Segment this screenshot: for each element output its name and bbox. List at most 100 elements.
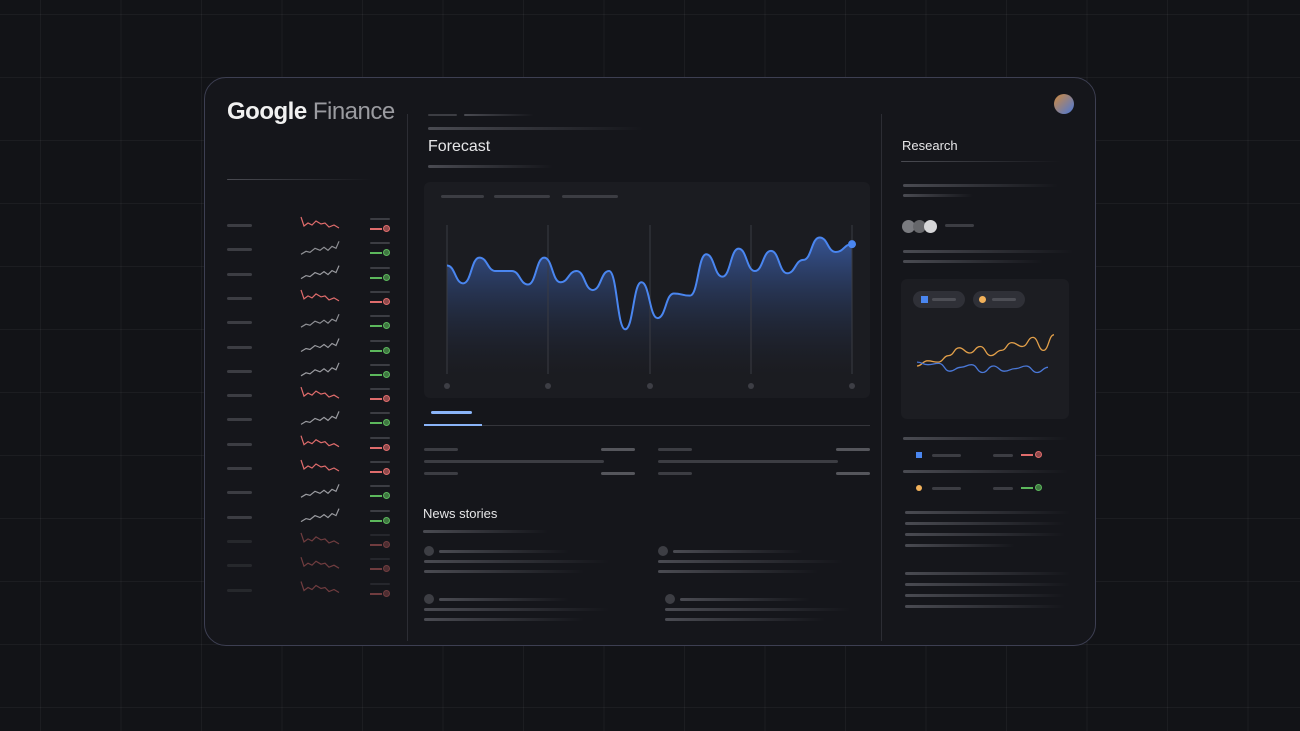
news-headline bbox=[424, 608, 609, 611]
stat-value bbox=[836, 472, 870, 475]
sidebar-divider bbox=[227, 179, 372, 180]
stat-value bbox=[601, 472, 635, 475]
change-bar bbox=[370, 228, 382, 230]
source-icon bbox=[658, 546, 668, 556]
stat-label bbox=[658, 472, 692, 475]
range-chip[interactable] bbox=[562, 195, 618, 198]
sparkline bbox=[300, 289, 340, 302]
placeholder-text bbox=[905, 594, 1065, 597]
stat-value bbox=[601, 448, 635, 451]
news-headline bbox=[665, 618, 825, 621]
placeholder-text bbox=[905, 533, 1065, 536]
stat-value bbox=[836, 448, 870, 451]
price-label bbox=[370, 339, 390, 342]
down-status-icon bbox=[383, 540, 390, 548]
ticker-label bbox=[227, 369, 252, 373]
ticker-label bbox=[227, 418, 252, 422]
ticker-label bbox=[227, 394, 252, 398]
placeholder-text bbox=[905, 544, 1015, 547]
price-label bbox=[370, 242, 390, 245]
change-bar bbox=[370, 276, 382, 279]
legend-label bbox=[932, 298, 956, 301]
sparkline bbox=[300, 216, 340, 229]
down-status-icon bbox=[383, 395, 390, 403]
source-icon bbox=[424, 594, 434, 604]
price-label bbox=[370, 388, 390, 391]
change-bar bbox=[1021, 487, 1033, 489]
news-headline bbox=[658, 560, 843, 563]
google-finance-logo[interactable]: Google Finance bbox=[227, 98, 395, 125]
x-tick-dot bbox=[849, 383, 855, 389]
stat-label bbox=[424, 460, 604, 463]
price-label bbox=[370, 533, 390, 536]
price-label bbox=[370, 412, 390, 415]
tab-active[interactable] bbox=[431, 411, 472, 414]
news-source bbox=[439, 598, 569, 601]
source-avatar-icon bbox=[924, 220, 937, 233]
price-label bbox=[370, 290, 390, 293]
news-source bbox=[439, 550, 569, 553]
forecast-chart-panel bbox=[424, 182, 870, 398]
ticker-label bbox=[227, 515, 252, 519]
range-chip[interactable] bbox=[494, 195, 550, 198]
news-headline bbox=[424, 560, 609, 563]
legend-chip-orange[interactable] bbox=[973, 291, 1025, 308]
range-chip[interactable] bbox=[441, 195, 484, 198]
source-icon bbox=[424, 546, 434, 556]
x-tick-dot bbox=[444, 383, 450, 389]
down-status-icon bbox=[383, 468, 390, 475]
placeholder-text bbox=[905, 605, 1065, 608]
row-label bbox=[932, 454, 961, 457]
sparkline bbox=[300, 313, 340, 328]
row-value bbox=[993, 454, 1013, 457]
placeholder-text bbox=[903, 260, 1043, 263]
divider bbox=[901, 161, 1061, 162]
tab-rule bbox=[424, 425, 870, 426]
divider bbox=[407, 114, 408, 641]
up-status-icon bbox=[383, 492, 390, 500]
up-status-icon bbox=[383, 273, 390, 281]
source-avatar-icon bbox=[913, 220, 926, 233]
legend-chip-blue[interactable] bbox=[913, 291, 965, 308]
sparkline bbox=[300, 557, 340, 569]
up-status-icon bbox=[383, 322, 390, 330]
breadcrumb[interactable] bbox=[464, 114, 534, 116]
research-series-line bbox=[916, 334, 1055, 367]
square-icon bbox=[921, 296, 928, 303]
change-bar bbox=[370, 300, 382, 303]
ticker-label bbox=[227, 588, 252, 592]
forecast-chart[interactable] bbox=[424, 182, 870, 398]
down-status-icon bbox=[383, 565, 390, 573]
up-status-icon bbox=[383, 346, 390, 354]
ticker-label bbox=[227, 491, 252, 495]
x-tick-dot bbox=[647, 383, 653, 389]
down-status-icon bbox=[1035, 451, 1042, 458]
circle-icon bbox=[916, 485, 922, 491]
row-divider bbox=[903, 470, 1068, 473]
avatar[interactable] bbox=[1054, 94, 1074, 114]
change-bar bbox=[370, 422, 382, 425]
sparkline bbox=[300, 459, 340, 472]
up-status-icon bbox=[383, 249, 390, 257]
ticker-label bbox=[227, 272, 252, 276]
stat-label bbox=[424, 448, 458, 451]
ticker-label bbox=[227, 442, 252, 446]
change-bar bbox=[370, 543, 382, 546]
series-line bbox=[446, 236, 853, 331]
x-tick-dot bbox=[748, 383, 754, 389]
price-label bbox=[370, 266, 390, 269]
placeholder-text bbox=[905, 583, 1070, 586]
breadcrumb[interactable] bbox=[428, 114, 457, 116]
news-section-title: News stories bbox=[423, 506, 498, 521]
app-window: Google Finance bbox=[204, 77, 1096, 646]
placeholder-text bbox=[903, 250, 1073, 253]
tab-indicator bbox=[424, 424, 482, 426]
ticker-label bbox=[227, 539, 252, 543]
change-bar bbox=[370, 471, 382, 473]
change-bar bbox=[1021, 454, 1033, 456]
down-status-icon bbox=[383, 225, 390, 232]
ticker-label bbox=[227, 224, 252, 227]
change-bar bbox=[370, 568, 382, 571]
up-status-icon bbox=[383, 516, 390, 524]
sparkline bbox=[300, 362, 340, 377]
